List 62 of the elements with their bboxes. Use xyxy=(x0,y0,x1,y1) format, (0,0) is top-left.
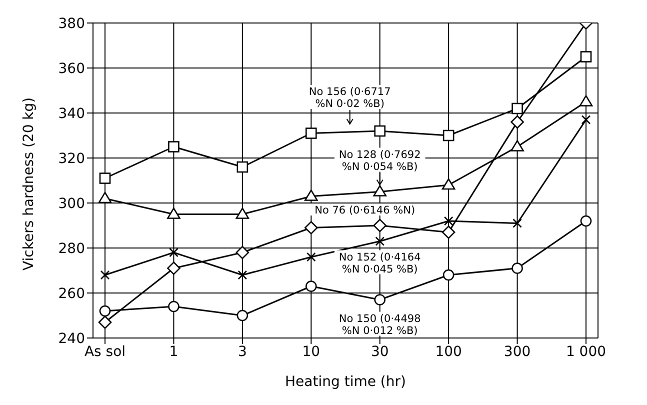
y-tick-label: 360 xyxy=(58,60,85,77)
point xyxy=(98,192,112,204)
point xyxy=(374,125,386,137)
point xyxy=(168,300,180,312)
point xyxy=(238,270,248,280)
x-axis-title: Heating time (hr) xyxy=(285,374,406,390)
point xyxy=(373,185,387,196)
point xyxy=(236,161,248,173)
y-axis-title: Vickers hardness (20 kg) xyxy=(20,97,37,270)
point xyxy=(442,269,454,281)
point xyxy=(167,262,180,275)
point xyxy=(167,208,180,219)
point xyxy=(581,115,591,124)
point xyxy=(510,115,524,129)
point xyxy=(375,236,385,246)
series-label: No 150 (0·4498 %N 0·012 %B) xyxy=(338,312,421,337)
series-label: No 128 (0·7692 %N 0·054 %B) xyxy=(338,148,421,173)
point xyxy=(100,270,110,280)
y-tick-label: 260 xyxy=(58,286,85,302)
point xyxy=(169,248,178,258)
y-tick-label: 320 xyxy=(58,150,85,167)
x-tick-label: 3 xyxy=(238,344,247,360)
point xyxy=(99,172,111,184)
series-label: No 76 (0·6146 %N) xyxy=(314,204,416,216)
point xyxy=(305,280,317,292)
point xyxy=(580,215,592,227)
point xyxy=(236,208,250,219)
y-tick-label: 280 xyxy=(58,240,85,257)
point xyxy=(374,294,386,306)
y-tick-label: 240 xyxy=(58,330,85,347)
point xyxy=(236,310,248,322)
point xyxy=(512,262,523,274)
x-tick-label: 1 000 xyxy=(566,344,606,360)
point xyxy=(98,316,112,329)
point xyxy=(512,218,522,228)
x-tick-label: As sol xyxy=(84,344,126,360)
series-label: No 156 (0·6717 %N 0·02 %B) xyxy=(308,86,391,110)
x-tick-label: 10 xyxy=(302,344,320,360)
point xyxy=(580,51,592,62)
x-tick-label: 30 xyxy=(370,344,389,360)
point xyxy=(512,102,523,114)
point xyxy=(168,141,180,152)
point xyxy=(304,221,318,234)
point xyxy=(304,190,318,201)
point xyxy=(442,130,454,142)
point xyxy=(305,128,317,139)
point xyxy=(373,218,387,232)
y-tick-label: 340 xyxy=(58,106,85,122)
point xyxy=(236,246,250,260)
series-label: No 152 (0·4164 %N 0·045 %B) xyxy=(338,251,422,276)
x-tick-label: 1 xyxy=(169,344,178,360)
point xyxy=(510,140,524,152)
x-tick-label: 300 xyxy=(504,344,531,360)
point xyxy=(444,216,454,226)
point xyxy=(99,305,111,317)
point xyxy=(442,226,456,239)
point xyxy=(306,252,316,262)
y-tick-label: 300 xyxy=(58,196,85,212)
point xyxy=(442,178,456,190)
y-tick-label: 380 xyxy=(58,16,85,32)
point xyxy=(579,95,593,106)
x-tick-label: 100 xyxy=(435,344,462,360)
